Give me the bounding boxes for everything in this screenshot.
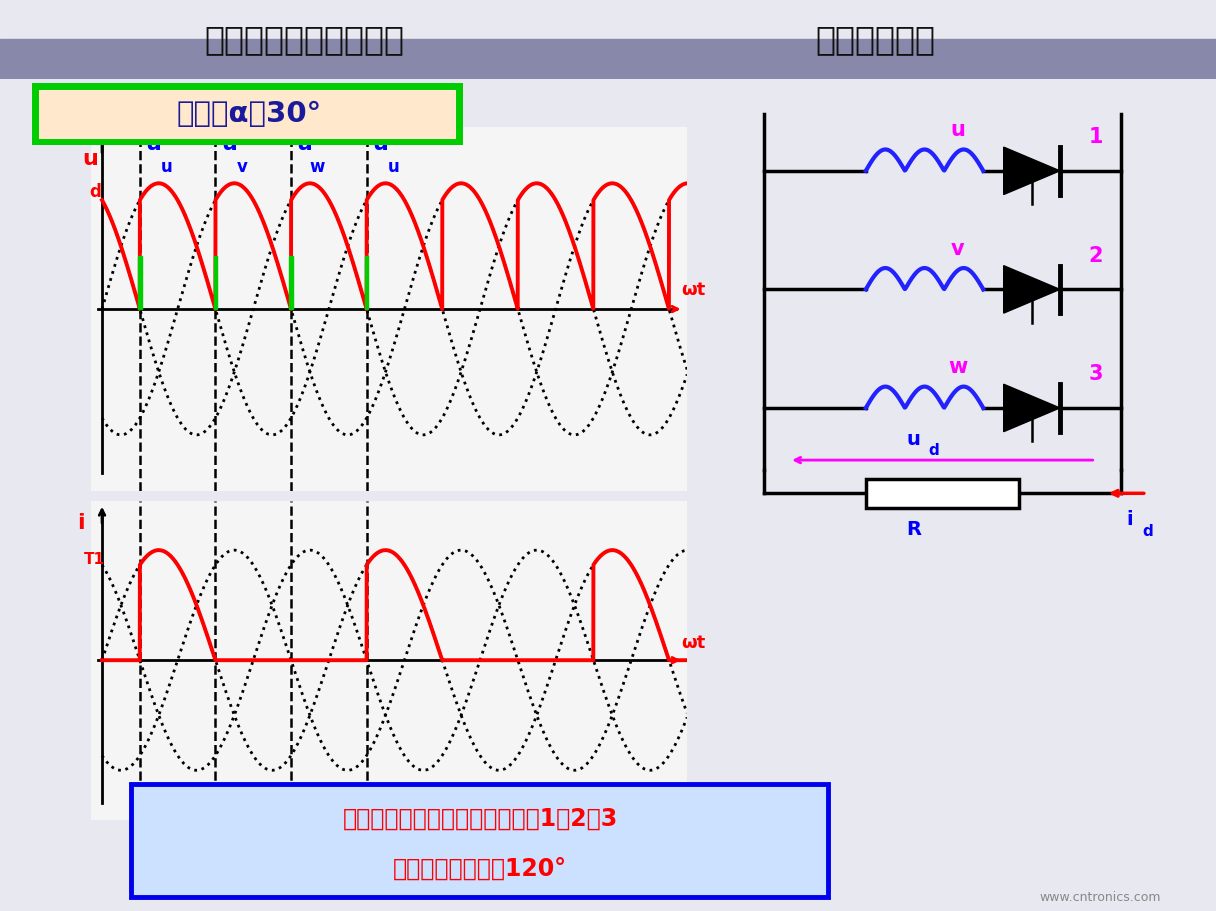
Bar [365, 257, 368, 310]
Text: u: u [907, 429, 921, 448]
Polygon shape [1003, 148, 1060, 195]
Text: i: i [1126, 509, 1133, 528]
FancyBboxPatch shape [35, 87, 460, 142]
Text: d: d [90, 183, 101, 200]
Bar [139, 257, 141, 310]
Text: 控制角α＝30°: 控制角α＝30° [176, 100, 322, 128]
Text: u: u [221, 134, 237, 154]
Text: u: u [161, 158, 173, 176]
Text: 3: 3 [1088, 364, 1103, 384]
Text: 1: 1 [1088, 128, 1103, 148]
Bar [0, 40, 1216, 80]
Text: R: R [907, 519, 922, 538]
Text: v: v [951, 239, 964, 259]
Bar [866, 479, 1019, 508]
Text: w: w [310, 158, 325, 176]
Text: w: w [948, 357, 968, 377]
Text: 纯电阻性负载: 纯电阻性负载 [816, 24, 935, 56]
Text: T1: T1 [84, 552, 105, 567]
Text: ωt: ωt [682, 281, 705, 299]
Bar [289, 257, 293, 310]
Polygon shape [1003, 384, 1060, 432]
Text: v: v [237, 158, 248, 176]
Text: ωt: ωt [682, 633, 705, 651]
Text: 2: 2 [1088, 246, 1103, 266]
Text: u: u [388, 158, 399, 176]
Text: 电流处于连续与断续的临界点，1、2、3: 电流处于连续与断续的临界点，1、2、3 [343, 806, 618, 830]
Text: www.cntronics.com: www.cntronics.com [1040, 890, 1161, 903]
Text: d: d [928, 443, 939, 458]
Text: u: u [83, 149, 98, 169]
Text: d: d [1143, 524, 1153, 538]
Polygon shape [1003, 266, 1060, 313]
Text: u: u [950, 120, 966, 140]
Text: u: u [297, 134, 313, 154]
Text: u: u [146, 134, 162, 154]
Bar [214, 257, 218, 310]
Text: 晶闸管导通角仍为120°: 晶闸管导通角仍为120° [393, 855, 568, 879]
FancyBboxPatch shape [131, 783, 828, 897]
Text: i: i [77, 513, 84, 533]
Text: u: u [372, 134, 388, 154]
Text: 三相半波可控整流电路: 三相半波可控整流电路 [204, 24, 404, 56]
